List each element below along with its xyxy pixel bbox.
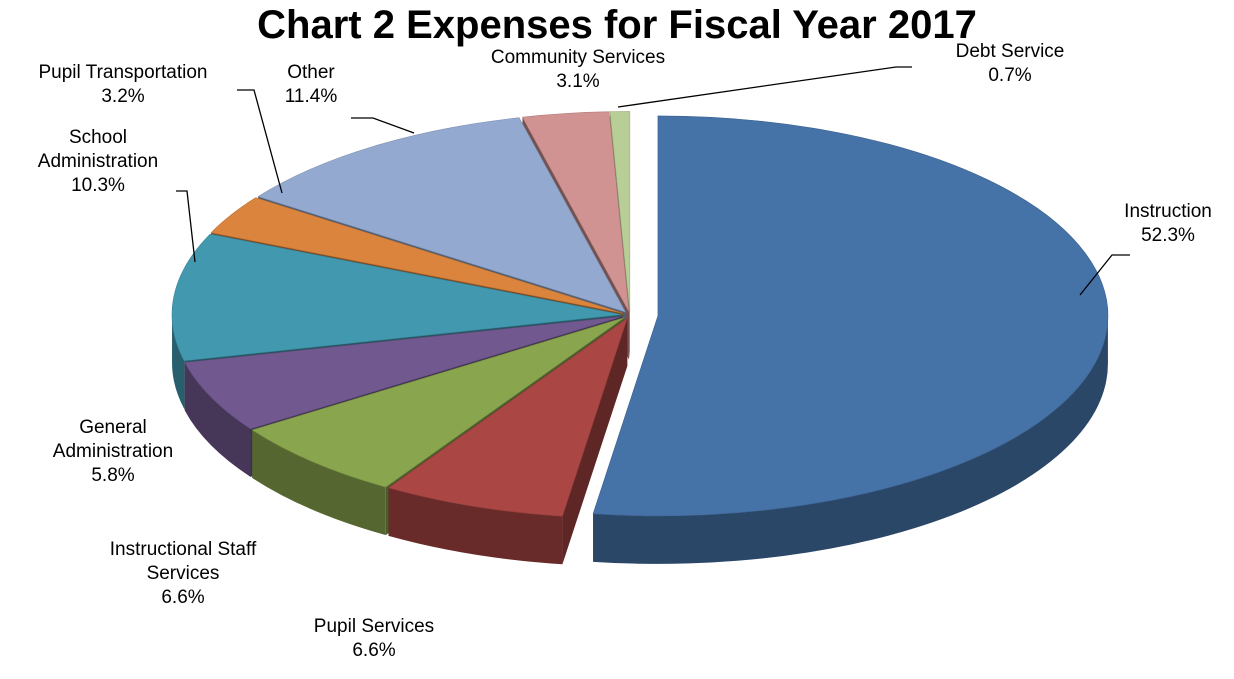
pie-slice-pupil-services <box>387 317 628 517</box>
leader-line-pupil-transportation <box>237 89 283 194</box>
pie-slice-other <box>257 117 627 313</box>
pie-slice-instructional-staff-services <box>251 317 625 488</box>
leader-line-debt-service <box>617 66 912 108</box>
pie-radial-wall-pupil-services <box>562 318 628 565</box>
data-label-name: School <box>69 127 127 148</box>
pie-slice-community-services <box>521 111 630 312</box>
pie-top-faces <box>171 111 1109 517</box>
pie-labels: Instruction 52.3%Pupil Services 6.6%Instru… <box>38 41 1212 661</box>
pie-slice-debt-service <box>609 111 631 312</box>
data-label-name: Services <box>147 563 220 584</box>
data-label-value: 6.6% <box>352 640 395 661</box>
data-label-community-services: Community Services 3.1% <box>491 47 665 92</box>
data-label-name: Pupil Services <box>314 616 434 637</box>
pie-slice-pupil-transportation <box>210 197 624 314</box>
data-label-name: Debt Service <box>956 41 1065 62</box>
data-label-school-administration: School Administration 10.3% <box>38 127 158 196</box>
data-label-name: General <box>79 417 147 438</box>
data-label-name: Instruction <box>1124 201 1212 222</box>
chart-title: Chart 2 Expenses for Fiscal Year 2017 <box>257 3 977 47</box>
data-label-name: Administration <box>38 151 158 172</box>
data-label-value: 11.4% <box>285 86 338 107</box>
data-label-value: 0.7% <box>988 65 1031 86</box>
data-label-general-administration: General Administration 5.8% <box>53 417 173 486</box>
data-label-value: 5.8% <box>91 465 134 486</box>
data-label-instruction: Instruction 52.3% <box>1124 201 1212 246</box>
data-label-name: Pupil Transportation <box>39 62 208 83</box>
data-label-other: Other 11.4% <box>285 62 338 107</box>
pie-outer-wall-instructional-staff-services <box>252 429 386 536</box>
data-label-name: Administration <box>53 441 173 462</box>
data-label-pupil-services: Pupil Services 6.6% <box>314 616 434 661</box>
pie-slice-school-administration <box>171 233 623 362</box>
data-label-value: 52.3% <box>1141 225 1195 246</box>
data-label-value: 3.1% <box>556 71 599 92</box>
leader-line-instruction <box>1079 254 1130 296</box>
leader-line-other <box>351 117 415 134</box>
pie-outer-wall-general-administration <box>184 362 251 477</box>
pie-outer-wall-instruction <box>593 315 1108 564</box>
data-label-name: Community Services <box>491 47 665 68</box>
pie-slice-general-administration <box>184 316 623 430</box>
data-label-value: 6.6% <box>161 587 204 608</box>
leader-line-school-administration <box>176 190 196 263</box>
pie-slice-instruction <box>592 115 1109 517</box>
data-label-value: 3.2% <box>101 86 144 107</box>
pie-outer-wall-pupil-services <box>388 487 563 565</box>
data-label-name: Instructional Staff <box>110 539 257 560</box>
data-label-name: Other <box>287 62 335 83</box>
data-label-instructional-staff-services: Instructional Staff Services 6.6% <box>110 539 257 608</box>
data-label-pupil-transportation: Pupil Transportation 3.2% <box>39 62 208 107</box>
data-label-value: 10.3% <box>71 175 125 196</box>
data-label-debt-service: Debt Service 0.7% <box>956 41 1065 86</box>
